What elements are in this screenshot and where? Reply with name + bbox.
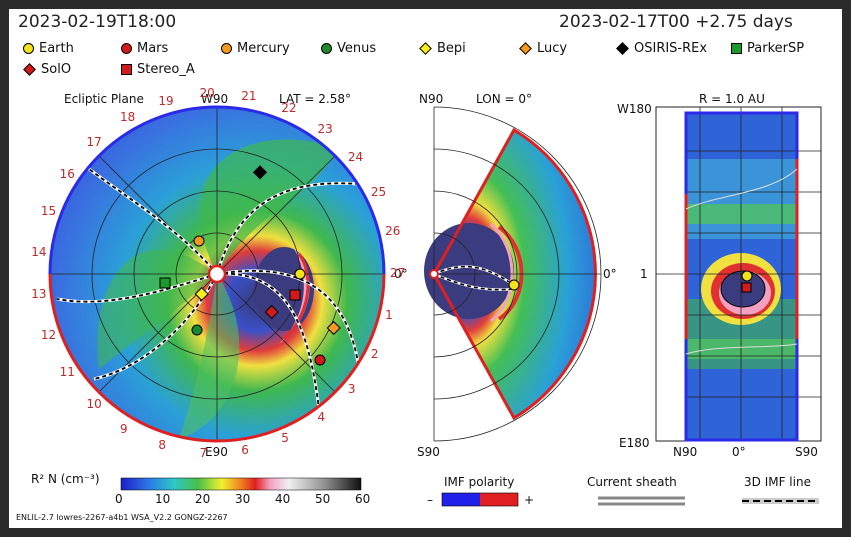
clock-label: 23 [317, 121, 333, 136]
colorbar-label: R² N (cm⁻³) [31, 472, 100, 486]
legend-item-stereo-a: Stereo_A [121, 62, 195, 77]
ecliptic-plot [48, 105, 386, 443]
imf-line-label: 3D IMF line [744, 475, 811, 489]
s90-label: S90 [417, 445, 440, 459]
current-sheath-label: Current sheath [587, 475, 677, 489]
legend-item-parkersp: ParkerSP [731, 41, 804, 56]
clock-label: 21 [241, 88, 257, 103]
e180-label: E180 [619, 436, 650, 450]
meridional-plot [424, 106, 602, 442]
legend-item-label: OSIRIS-REx [634, 41, 708, 56]
clock-label: 14 [31, 245, 47, 260]
legend-item-label: Venus [337, 41, 377, 56]
circle-marker-icon [23, 43, 34, 54]
imf-polarity-bar [441, 492, 519, 507]
clock-label: 26 [385, 224, 401, 239]
clock-label: 22 [281, 100, 297, 115]
zero-label-1: 0° [394, 267, 408, 281]
clock-label: 24 [347, 150, 364, 165]
legend-item-solo: SolO [23, 62, 71, 77]
clock-label: 25 [370, 185, 387, 200]
plots-svg [48, 105, 822, 507]
square-marker-icon [731, 43, 742, 54]
e90-label: E90 [205, 445, 228, 459]
zero-label-2: 0° [603, 267, 617, 281]
left-timestamp: 2023-02-19T18:00 [18, 12, 177, 32]
w180-label: W180 [617, 102, 652, 116]
n90-bottom-label: N90 [673, 445, 698, 459]
legend-item-label: Bepi [437, 41, 466, 56]
imf-minus-label: – [427, 493, 433, 507]
clock-label: 13 [31, 286, 47, 301]
density-colorbar [120, 477, 362, 491]
clock-label: 20 [199, 86, 215, 101]
colorbar-tick-label: 20 [195, 492, 211, 506]
legend-item-mars: Mars [121, 41, 168, 56]
clock-label: 15 [40, 204, 57, 219]
current-sheath-swatch [598, 496, 685, 506]
colorbar-tick-label: 0 [115, 492, 123, 506]
clock-label: 11 [59, 364, 75, 379]
legend-item-lucy: Lucy [519, 41, 567, 56]
legend-item-earth: Earth [23, 41, 74, 56]
colorbar-tick-label: 30 [235, 492, 251, 506]
clock-label: 2 [370, 346, 379, 361]
legend-item-label: SolO [41, 62, 72, 77]
legend-item-label: Stereo_A [137, 62, 195, 77]
circle-marker-icon [321, 43, 332, 54]
legend-item-bepi: Bepi [419, 41, 466, 56]
legend-item-osiris-rex: OSIRIS-REx [616, 41, 707, 56]
clock-label: 5 [281, 431, 289, 446]
clock-label: 10 [86, 396, 102, 411]
clock-label: 17 [86, 135, 102, 150]
square-marker-icon [121, 64, 132, 75]
model-footer: ENLIL-2.7 lowres-2267-a4b1 WSA_V2.2 GONG… [16, 513, 228, 522]
clock-label: 3 [347, 381, 356, 396]
clock-label: 18 [120, 110, 136, 125]
clock-label: 1 [385, 307, 393, 322]
clock-label: 4 [317, 410, 326, 425]
circle-marker-icon [121, 43, 132, 54]
colorbar-tick-label: 60 [355, 492, 371, 506]
one-label: 1 [640, 267, 648, 281]
r-label: R = 1.0 AU [699, 92, 765, 106]
s90-bottom-label: S90 [795, 445, 818, 459]
legend-item-label: ParkerSP [747, 41, 805, 56]
imf-plus-label: + [524, 493, 535, 507]
clock-label: 12 [40, 327, 57, 342]
colorbar-tick-label: 50 [315, 492, 331, 506]
legend-item-label: Lucy [537, 41, 568, 56]
n90-label: N90 [419, 92, 444, 106]
clock-label: 7 [199, 445, 208, 460]
circle-marker-icon [221, 43, 232, 54]
zero-bottom-label: 0° [732, 445, 746, 459]
right-timestamp: 2023-02-17T00 +2.75 days [559, 12, 793, 32]
figure-frame: 2023-02-19T18:00 2023-02-17T00 +2.75 day… [9, 9, 842, 528]
clock-label: 8 [158, 438, 167, 453]
clock-label: 6 [241, 443, 249, 458]
clock-label: 19 [158, 93, 174, 108]
colorbar-tick-label: 10 [155, 492, 171, 506]
legend-item-mercury: Mercury [221, 41, 290, 56]
lon-label: LON = 0° [476, 92, 532, 106]
imf-polarity-label: IMF polarity [444, 475, 515, 489]
legend-item-label: Mars [137, 41, 169, 56]
legend-item-label: Mercury [237, 41, 290, 56]
clock-label: 27 [390, 266, 406, 280]
shell-plot [655, 106, 822, 442]
clock-label: 9 [120, 421, 128, 436]
colorbar-tick-label: 40 [275, 492, 291, 506]
clock-label: 16 [59, 167, 75, 182]
lat-label: LAT = 2.58° [279, 92, 351, 106]
legend-item-label: Earth [39, 41, 74, 56]
ecliptic-title: Ecliptic Plane [64, 92, 144, 106]
legend-item-venus: Venus [321, 41, 376, 56]
w90-label: W90 [201, 92, 229, 106]
